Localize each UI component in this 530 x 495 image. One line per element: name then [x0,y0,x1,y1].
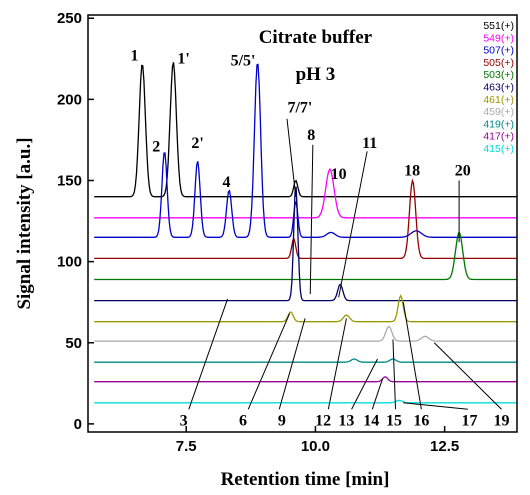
peak-label: 1 [131,47,139,64]
y-axis-title: Signal intensity [a.u.] [14,137,35,309]
trace-463 [94,186,517,302]
legend-entry: 415(+) [483,143,514,155]
leader-line [371,378,384,410]
peak-label: 4 [223,174,231,191]
y-tick-label: 0 [74,416,82,433]
leader-line [286,118,297,197]
trace-505 [94,178,517,260]
trace-459 [94,325,517,342]
peak-label: 18 [404,163,420,180]
leader-lines-layer [188,118,502,410]
legend-entry: 549(+) [483,32,514,44]
leader-line [402,302,422,410]
leader-line [309,144,314,295]
peak-label: 5/5' [231,52,256,69]
legend-entry: 419(+) [483,118,514,130]
axis-ticks-layer: 7.5 10.0 12.5 0 50 100 150 200 250 [57,10,459,455]
peak-label: 2 [152,138,160,155]
chart-subtitle: pH 3 [296,64,336,85]
peak-label: 8 [307,127,315,144]
leader-line [392,339,397,410]
x-axis-title: Retention time [min] [221,469,390,490]
legend-entry: 551(+) [483,20,514,32]
peak-labels-layer: 1 1' 2 2' 4 5/5' 7/7' 8 10 11 18 20 3 6 9 12 13 14 15 16 17 1… [131,47,510,429]
leader-line [327,318,347,410]
trace-551 [94,62,517,198]
leader-line [338,151,368,298]
legend-entry: 503(+) [483,69,514,81]
peak-label: 19 [493,413,509,430]
x-tick-label: 12.5 [430,438,459,455]
peak-label: 2' [191,135,203,152]
legend-entry: 463(+) [483,82,514,94]
x-tick-label: 10.0 [301,438,330,455]
y-tick-label: 100 [57,254,82,271]
legend-entry: 461(+) [483,94,514,106]
leader-line [403,402,468,410]
traces-layer [94,62,517,404]
peak-label: 3 [180,413,188,430]
peak-label: 12 [315,413,331,430]
peak-label: 10 [331,166,347,183]
peak-label: 17 [461,413,477,430]
leader-line [351,358,378,410]
plot-frame [87,14,518,433]
peak-label: 11 [362,135,377,152]
peak-label: 6 [239,413,247,430]
legend-entry: 505(+) [483,57,514,69]
chart-title: Citrate buffer [259,27,373,48]
peak-label: 15 [386,413,402,430]
peak-label: 9 [278,413,286,430]
y-tick-label: 250 [57,10,82,27]
leader-line [433,342,502,410]
leader-line [247,313,291,410]
peak-label: 13 [338,413,354,430]
peak-label: 7/7' [287,99,312,116]
trace-461 [94,294,517,323]
trace-419 [94,358,517,363]
trace-415 [94,399,517,404]
x-tick-label: 7.5 [176,438,197,455]
peak-label: 14 [363,413,379,430]
y-tick-label: 200 [57,91,82,108]
legend-entry: 507(+) [483,45,514,57]
legend-entry: 417(+) [483,131,514,143]
peak-label: 16 [413,413,429,430]
trace-417 [94,376,517,383]
legend: 551(+)549(+)507(+)505(+)503(+)463(+)461(… [483,20,514,155]
y-tick-label: 50 [65,335,82,352]
leader-line [188,298,229,410]
trace-507 [94,63,517,238]
trace-549 [94,167,517,219]
trace-503 [94,231,517,281]
leader-line [278,318,306,410]
legend-entry: 459(+) [483,106,514,118]
peak-label: 1' [177,51,189,68]
peak-label: 20 [455,163,471,180]
y-tick-label: 150 [57,173,82,190]
